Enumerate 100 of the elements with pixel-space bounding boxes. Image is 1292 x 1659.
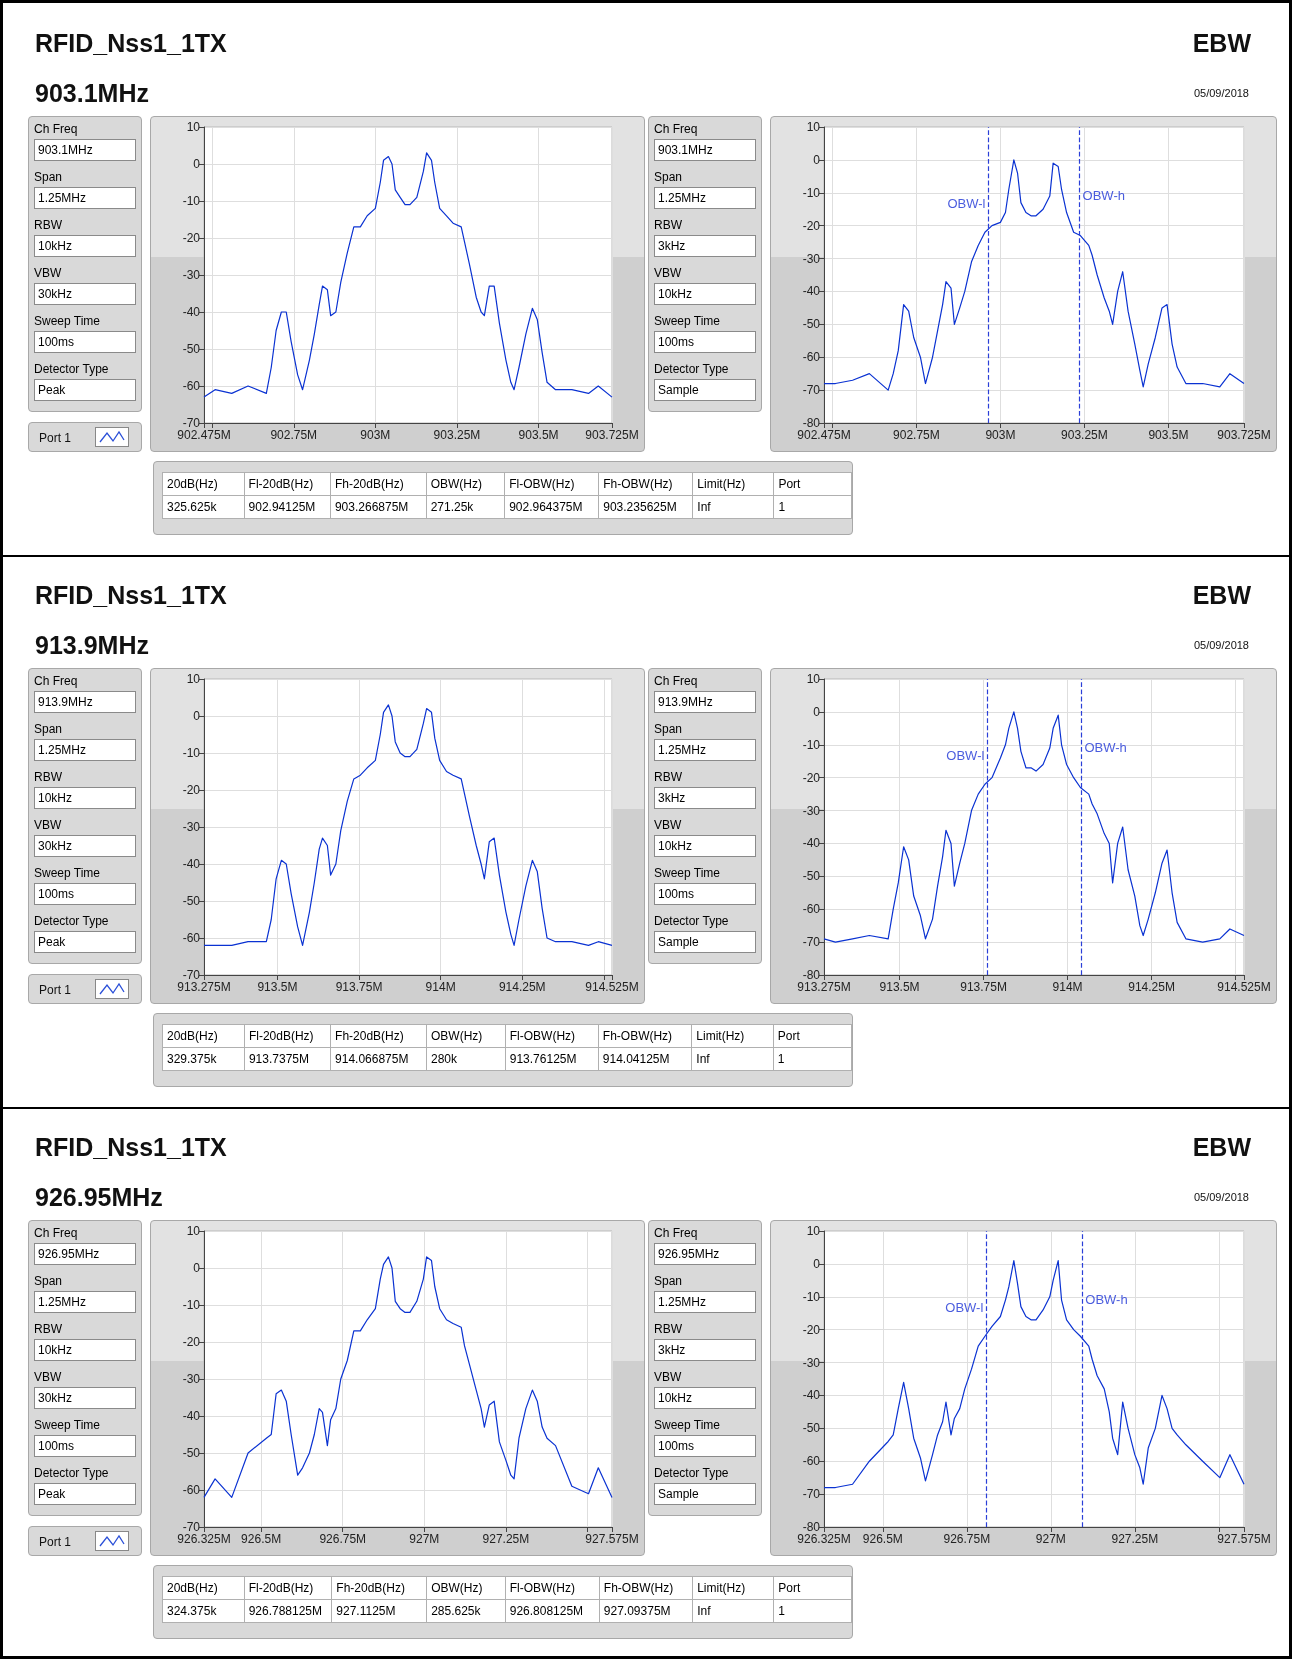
text: RFID_Nss1_1TX <box>35 1133 227 1162</box>
text: RBW <box>653 217 683 234</box>
y-tick-label: 0 <box>813 1256 821 1271</box>
text: 20dB(Hz) <box>162 1576 245 1600</box>
y-tick-label: 0 <box>813 152 821 167</box>
text: Fh-20dB(Hz) <box>330 1024 427 1048</box>
text: 329.375k <box>162 1047 245 1071</box>
y-tick-label: -70 <box>802 383 821 398</box>
text: RBW <box>653 1321 683 1338</box>
x-tick-label: 926.5M <box>241 1532 282 1546</box>
text: RFID_Nss1_1TX <box>35 29 227 58</box>
text: Sweep Time <box>33 1417 102 1434</box>
x-tick-label: 914.525M <box>585 980 639 994</box>
x-tick-label: 903M <box>360 428 391 442</box>
text: Ch Freq <box>653 673 699 690</box>
y-tick-label: -50 <box>802 1421 821 1436</box>
input-field: 100ms <box>654 883 756 905</box>
text: Span <box>33 1273 64 1290</box>
input-field: Peak <box>34 1483 136 1505</box>
x-tick-label: 927.25M <box>1111 1532 1159 1546</box>
x-tick-label: 903.725M <box>1217 428 1271 442</box>
y-tick-label: -50 <box>182 342 201 356</box>
text: 914.066875M <box>330 1047 427 1071</box>
y-tick-label: -40 <box>182 1409 201 1423</box>
y-tick-label: -40 <box>802 836 821 851</box>
input-field: 926.95MHz <box>654 1243 756 1265</box>
input-field: 3kHz <box>654 235 756 257</box>
text: 05/09/2018 <box>1193 1191 1249 1203</box>
x-tick-label: 913.275M <box>177 980 231 994</box>
x-tick-label: 927M <box>1035 1532 1066 1546</box>
text: 20dB(Hz) <box>162 1024 245 1048</box>
text: Fl-OBW(Hz) <box>505 1024 599 1048</box>
text: Fl-OBW(Hz) <box>504 472 599 496</box>
text: VBW <box>33 265 63 282</box>
text: RBW <box>33 769 63 786</box>
text: VBW <box>653 265 683 282</box>
input-field: 3kHz <box>654 1339 756 1361</box>
input-field: 903.1MHz <box>654 139 756 161</box>
x-tick-label: 902.475M <box>797 428 851 442</box>
x-tick-label: 913.275M <box>797 980 851 994</box>
y-tick-label: -70 <box>182 1520 201 1534</box>
text: Fh-OBW(Hz) <box>598 472 693 496</box>
line-series <box>823 1260 1245 1489</box>
text: 902.94125M <box>244 495 331 519</box>
text: 280k <box>426 1047 506 1071</box>
text: Fl-20dB(Hz) <box>244 472 331 496</box>
ref-line-label: OBW-h <box>1084 739 1127 755</box>
ref-line-label: OBW-h <box>1085 1291 1128 1307</box>
input-field: 1.25MHz <box>654 187 756 209</box>
text: VBW <box>33 817 63 834</box>
line-series <box>823 711 1245 943</box>
text: RBW <box>653 769 683 786</box>
y-tick-label: -20 <box>182 783 201 797</box>
x-tick-label: 927.575M <box>1217 1532 1271 1546</box>
text: 285.625k <box>426 1599 506 1623</box>
x-tick-label: 926.75M <box>319 1532 367 1546</box>
x-tick-label: 902.75M <box>893 428 940 442</box>
text: OBW(Hz) <box>426 1576 506 1600</box>
text: VBW <box>33 1369 63 1386</box>
y-tick-label: -80 <box>802 416 821 430</box>
text: 914.04125M <box>598 1047 692 1071</box>
x-tick-label: 903M <box>985 428 1016 442</box>
input-field: Sample <box>654 379 756 401</box>
text: Span <box>33 169 64 186</box>
text: Span <box>653 169 684 186</box>
input-field: 903.1MHz <box>34 139 136 161</box>
text: 1 <box>773 495 852 519</box>
input-field: 10kHz <box>34 787 136 809</box>
input-field: 10kHz <box>34 235 136 257</box>
text: EBW <box>1192 581 1251 610</box>
text: RBW <box>33 1321 63 1338</box>
text: 05/09/2018 <box>1193 639 1249 651</box>
text: Sweep Time <box>653 865 722 882</box>
text: Span <box>653 721 684 738</box>
y-tick-label: 10 <box>806 1224 821 1238</box>
x-tick-label: 914.25M <box>498 980 546 994</box>
y-tick-label: -20 <box>802 1322 821 1337</box>
x-tick-label: 913.75M <box>960 980 1007 994</box>
y-tick-label: 0 <box>193 709 201 723</box>
text: Sweep Time <box>653 313 722 330</box>
y-tick-label: 10 <box>806 672 821 686</box>
text: 1 <box>773 1599 852 1623</box>
y-tick-label: -30 <box>182 820 201 834</box>
y-tick-label: -30 <box>802 1355 821 1370</box>
text: Fl-OBW(Hz) <box>505 1576 600 1600</box>
y-tick-label: 10 <box>186 1224 201 1238</box>
x-tick-label: 927.25M <box>482 1532 530 1546</box>
ref-line-label: OBW-l <box>945 1300 984 1316</box>
text: Detector Type <box>33 1465 110 1482</box>
y-tick-label: 10 <box>806 120 821 134</box>
y-tick-label: -60 <box>182 931 201 945</box>
text: Port 1 <box>39 1535 72 1549</box>
text: Detector Type <box>653 913 730 930</box>
input-field: Peak <box>34 931 136 953</box>
text: Fh-20dB(Hz) <box>331 1576 427 1600</box>
text: 903.1MHz <box>35 79 149 108</box>
x-tick-label: 903.25M <box>433 428 481 442</box>
text: RFID_Nss1_1TX <box>35 581 227 610</box>
text: Port <box>773 1576 852 1600</box>
text: 913.76125M <box>505 1047 599 1071</box>
